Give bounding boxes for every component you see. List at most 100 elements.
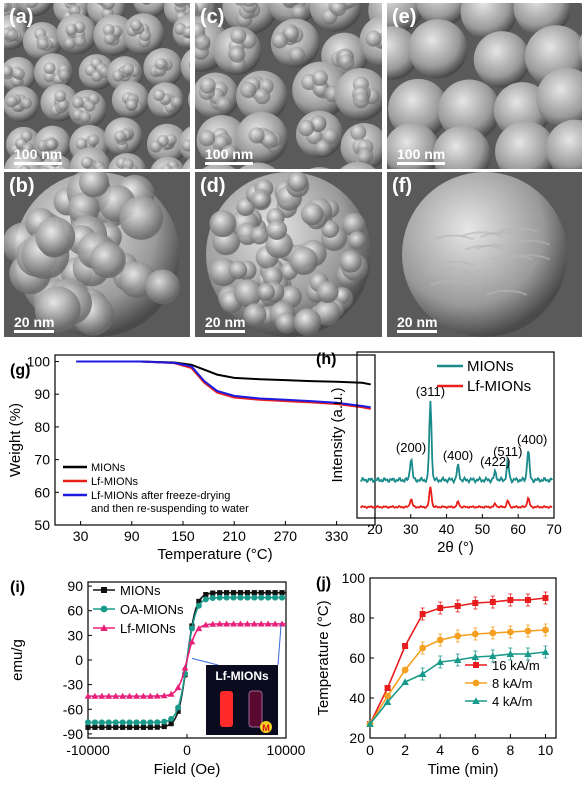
panel-label-b: (b) [9, 175, 35, 197]
inset-label: Lf-MIONs [215, 669, 269, 683]
data-point [265, 590, 271, 596]
data-point [174, 684, 182, 691]
data-point [112, 692, 120, 699]
y-tick-label: -60 [63, 701, 83, 717]
data-point [230, 590, 237, 596]
data-point [506, 650, 515, 657]
y-tick-label: 50 [34, 517, 50, 533]
data-point [209, 594, 216, 601]
series-line-0 [360, 400, 553, 485]
peak-label: (311) [416, 384, 445, 399]
x-tick-label: 60 [510, 521, 526, 537]
data-point [419, 644, 427, 652]
data-point [418, 670, 427, 677]
data-point [202, 596, 209, 603]
data-point [84, 692, 92, 699]
data-point [244, 594, 251, 601]
x-tick-label: 0 [366, 742, 374, 758]
x-axis-label: 2θ (°) [437, 539, 474, 556]
sem-image-c [195, 3, 382, 169]
scale-label-e: 100 nm [397, 146, 446, 162]
peak-label: (200) [396, 440, 426, 455]
data-point [160, 692, 168, 699]
x-tick-label: 70 [546, 521, 562, 537]
data-point [105, 719, 112, 726]
peak-label: (511) [493, 444, 522, 459]
data-point [154, 724, 160, 730]
data-point [133, 719, 140, 726]
data-point [161, 718, 168, 725]
data-point [91, 719, 98, 726]
x-tick-label: 270 [274, 528, 298, 544]
data-point [168, 720, 174, 727]
panel-label-j: (j) [316, 575, 331, 592]
data-point [507, 597, 514, 603]
x-tick-label: 2 [401, 742, 409, 758]
legend-label-2-line-1: Lf-MIONs after freeze-drying [91, 490, 230, 502]
peak-label: (400) [517, 432, 547, 447]
y-axis-label: emu/g [9, 639, 26, 681]
legend-label-2: Lf-MIONs after freeze-drying and then re-… [91, 490, 249, 515]
x-tick-label: 10 [538, 742, 554, 758]
data-point [203, 592, 209, 598]
legend-label-0: MIONs [120, 583, 161, 598]
legend-marker-1 [472, 679, 480, 687]
x-tick-label: 90 [124, 528, 140, 544]
data-point [453, 656, 462, 663]
x-tick-label: 40 [439, 521, 455, 537]
panel-label-d: (d) [200, 175, 226, 197]
data-point [196, 598, 202, 605]
data-point [210, 590, 216, 596]
data-point [243, 620, 251, 627]
data-point [471, 630, 479, 638]
data-point [489, 599, 496, 605]
data-point [216, 620, 224, 627]
y-axis-label: Temperature (°C) [315, 600, 332, 715]
data-point [195, 602, 202, 609]
data-point [402, 643, 409, 649]
data-point [541, 648, 550, 655]
data-point [133, 692, 140, 699]
series-line-1 [359, 486, 553, 510]
legend-label-2-line-2: and then re-suspending to water [91, 503, 249, 515]
x-tick-label: 150 [171, 528, 195, 544]
data-point [230, 594, 237, 601]
x-tick-label: 10000 [267, 742, 306, 758]
legend-label-1: Lf-MIONs [91, 476, 139, 488]
data-point [126, 692, 133, 699]
data-point [436, 636, 444, 644]
panel-label-g: (g) [10, 362, 30, 379]
data-point [223, 620, 230, 627]
scale-label-a: 100 nm [14, 146, 63, 162]
legend-marker-2 [472, 697, 480, 704]
data-point [195, 625, 203, 632]
data-point [112, 719, 119, 726]
data-point [168, 715, 175, 722]
data-point [119, 692, 127, 699]
scale-bar-c [205, 162, 253, 165]
scale-bar-e [397, 162, 445, 165]
data-point [91, 692, 99, 699]
legend-label-0: 16 kA/m [492, 658, 540, 673]
sem-image-e [387, 3, 582, 169]
data-point [230, 620, 237, 627]
sem-panel-f: (f) 20 nm [387, 172, 582, 337]
x-tick-label: 20 [367, 521, 383, 537]
vial-left [220, 691, 233, 727]
data-point [524, 597, 531, 603]
scale-bar-f [397, 330, 437, 333]
y-tick-label: -30 [63, 677, 83, 693]
data-point [147, 724, 153, 730]
legend-label-1: 8 kA/m [492, 676, 532, 691]
sem-panel-e: (e) 100 nm [387, 3, 582, 169]
data-point [147, 719, 154, 726]
data-point [126, 724, 133, 730]
y-axis-label: Weight (%) [7, 403, 24, 477]
sem-panel-d: (d) 20 nm [195, 172, 382, 337]
vial-right [248, 690, 263, 728]
data-point [126, 719, 133, 726]
data-point [524, 650, 532, 657]
y-axis-label: Intensity (a.u.) [329, 387, 346, 482]
plot-frame [54, 354, 376, 526]
